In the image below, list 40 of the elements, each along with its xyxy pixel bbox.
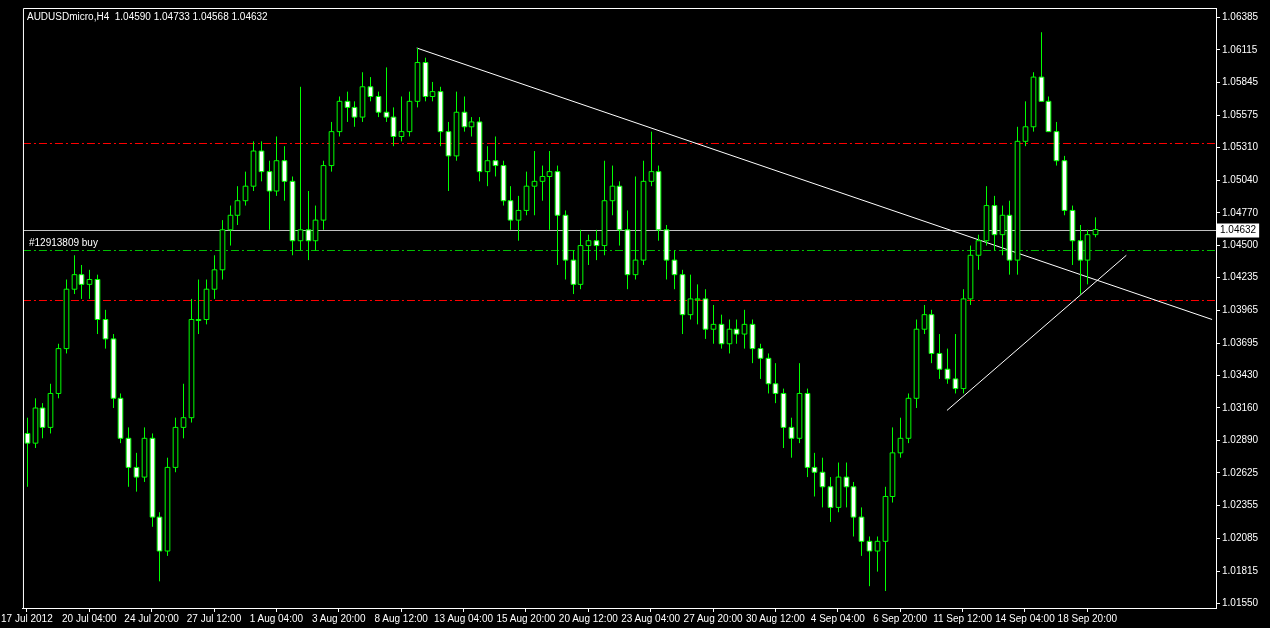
- x-tick-label: 20 Aug 12:00: [558, 612, 619, 624]
- y-tick-label: 1.06385: [1222, 10, 1259, 22]
- x-tick-label: 1 Aug 04:00: [249, 612, 304, 624]
- x-tick-label: 27 Jul 12:00: [186, 612, 242, 624]
- ref-line-label: 1.04632: [1220, 224, 1257, 236]
- x-tick-label: 17 Jul 2012: [1, 612, 54, 624]
- y-tick-label: 1.06115: [1222, 43, 1258, 55]
- x-tick-label: 3 Aug 20:00: [312, 612, 366, 624]
- x-tick-label: 6 Sep 20:00: [873, 612, 928, 624]
- y-tick-label: 1.05845: [1222, 76, 1259, 88]
- y-tick-label: 1.03160: [1222, 401, 1259, 413]
- chart-title: AUDUSDmicro,H4 1.04590 1.04733 1.04568 1.04632: [26, 10, 269, 22]
- y-tick-label: 1.04770: [1222, 206, 1259, 218]
- ref-line-label: #12913809 buy: [28, 237, 98, 249]
- y-tick-label: 1.01815: [1222, 564, 1259, 576]
- x-tick-label: 30 Aug 12:00: [745, 612, 806, 624]
- y-tick-label: 1.03965: [1222, 304, 1259, 316]
- x-tick-label: 4 Sep 04:00: [810, 612, 866, 624]
- x-tick-label: 13 Aug 04:00: [434, 612, 494, 624]
- y-tick-label: 1.02890: [1222, 434, 1259, 446]
- x-tick-label: 27 Aug 20:00: [683, 612, 743, 624]
- x-tick-label: 8 Aug 12:00: [374, 612, 429, 624]
- x-tick-label: 15 Aug 20:00: [496, 612, 556, 624]
- x-tick-label: 24 Jul 20:00: [124, 612, 180, 624]
- y-tick-label: 1.05310: [1222, 141, 1259, 153]
- x-tick-label: 23 Aug 04:00: [621, 612, 681, 624]
- y-tick-label: 1.05040: [1222, 173, 1259, 185]
- y-tick-label: 1.03430: [1222, 369, 1259, 381]
- x-tick-label: 20 Jul 04:00: [61, 612, 117, 624]
- y-tick-label: 1.01550: [1222, 596, 1259, 608]
- y-tick-label: 1.04235: [1222, 271, 1259, 283]
- x-tick-label: 18 Sep 20:00: [1057, 612, 1118, 624]
- x-tick-label: 11 Sep 12:00: [933, 612, 993, 624]
- y-tick-label: 1.02355: [1222, 499, 1259, 511]
- y-tick-label: 1.02085: [1222, 532, 1259, 544]
- y-tick-label: 1.03695: [1222, 336, 1259, 348]
- y-tick-label: 1.05575: [1222, 109, 1259, 121]
- y-tick-label: 1.04500: [1222, 239, 1259, 251]
- y-tick-label: 1.02625: [1222, 466, 1259, 478]
- x-tick-label: 14 Sep 04:00: [995, 612, 1056, 624]
